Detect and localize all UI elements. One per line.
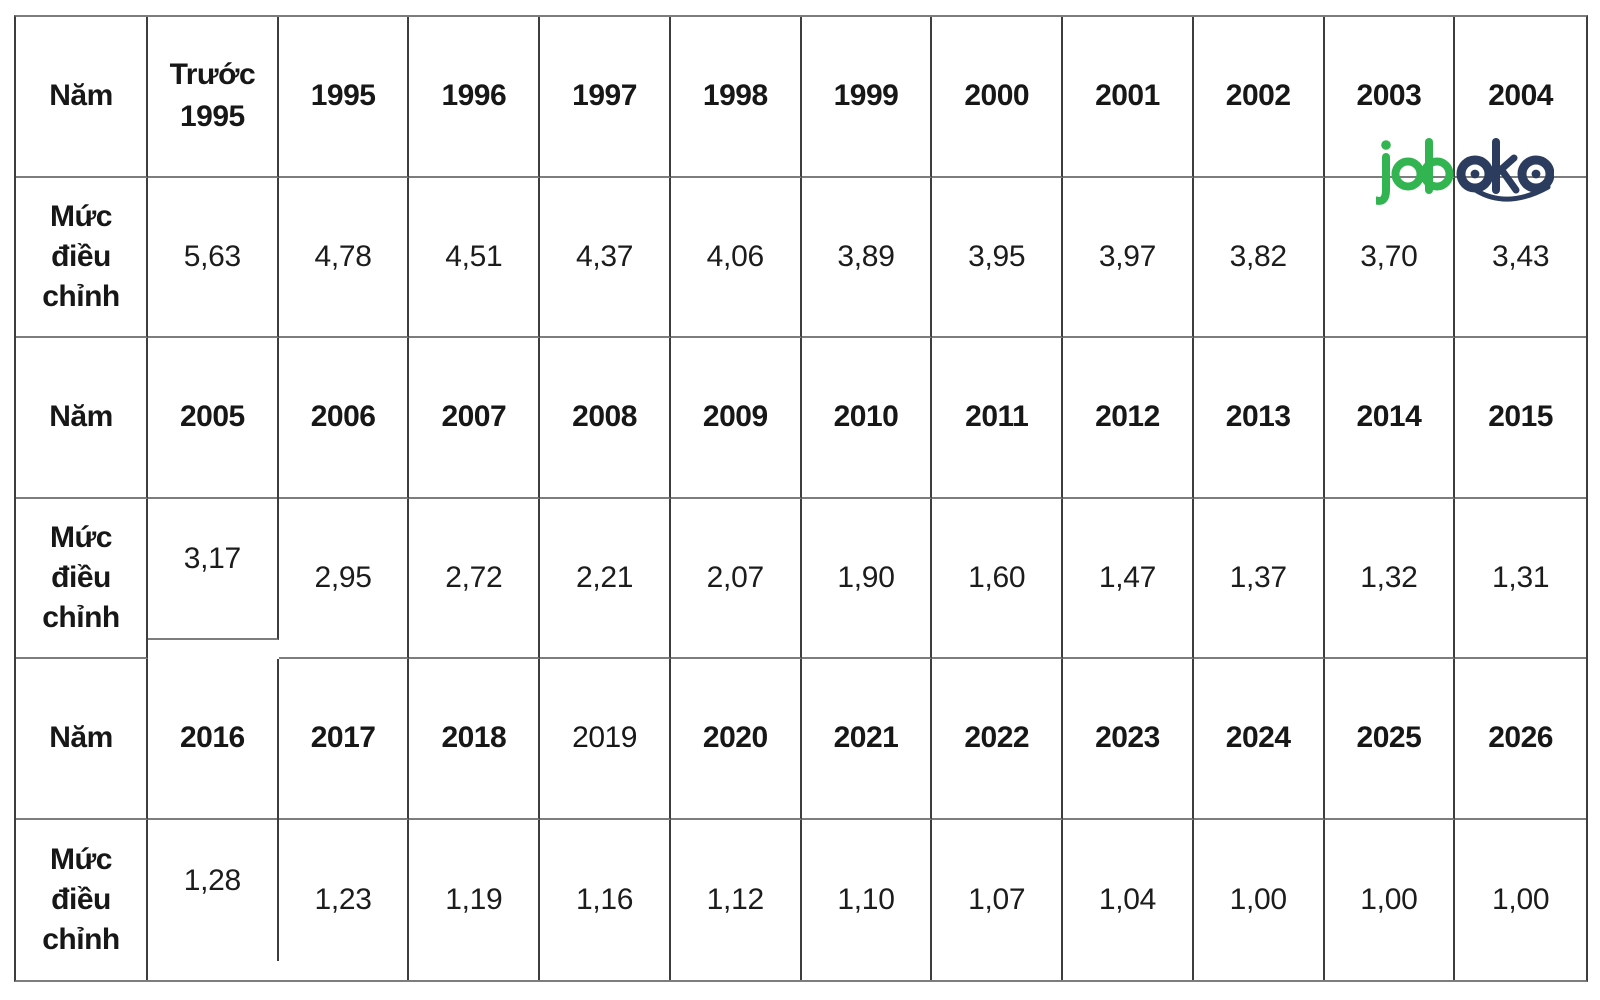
value-cell: 1,32 xyxy=(1324,498,1456,659)
j-dot xyxy=(1381,140,1391,150)
year-cell: 2025 xyxy=(1324,659,1456,820)
value-cell: 3,89 xyxy=(801,177,933,338)
value-cell: 1,07 xyxy=(932,819,1064,980)
value-cell: 3,17 xyxy=(148,479,279,640)
year-cell: 2024 xyxy=(1193,659,1325,820)
year-cell: 2002 xyxy=(1193,17,1325,178)
year-cell: Trước 1995 xyxy=(148,17,279,178)
o-eye-left xyxy=(1456,155,1494,193)
year-cell: 1998 xyxy=(670,17,802,178)
year-cell: 2001 xyxy=(1063,17,1194,178)
value-cell: 1,16 xyxy=(540,819,671,980)
o-eye-left-dot xyxy=(1470,169,1480,179)
value-cell: 4,37 xyxy=(540,177,671,338)
value-cell: 1,00 xyxy=(1492,882,1550,916)
year-cell: 2015 xyxy=(1455,338,1586,499)
row-label-adjustment-text: Mức điều chỉnh xyxy=(42,521,120,634)
value-cell: 1,60 xyxy=(932,498,1064,659)
b-bowl xyxy=(1420,157,1454,191)
year-cell: 2007 xyxy=(409,338,541,499)
value-cell: 3,97 xyxy=(1063,177,1194,338)
row-label-year-text: Năm xyxy=(49,400,113,434)
logo-text-oko xyxy=(1456,138,1554,202)
year-cell: 2022 xyxy=(932,659,1064,820)
value-cell: 4,06 xyxy=(670,177,802,338)
year-cell: 2009 xyxy=(670,338,802,499)
year-cell: 2017 xyxy=(278,659,410,820)
year-cell: 2020 xyxy=(670,659,802,820)
row-label-year: Năm xyxy=(16,338,148,499)
value-cell: 4,51 xyxy=(409,177,541,338)
row-label-adjustment-text: Mức điều chỉnh xyxy=(42,200,120,313)
value-cell: 2,07 xyxy=(670,498,802,659)
year-cell: 2018 xyxy=(409,659,541,820)
year-cell: 2000 xyxy=(932,17,1064,178)
value-cell: 1,90 xyxy=(801,498,933,659)
year-cell: 1996 xyxy=(409,17,541,178)
k-lower-arm xyxy=(1497,165,1520,194)
value-cell: 1,28 xyxy=(148,800,279,961)
value-cell: 1,04 xyxy=(1063,819,1194,980)
logo-text-job xyxy=(1376,138,1454,205)
value-cell: 3,70 xyxy=(1324,177,1456,338)
o-eye-right xyxy=(1517,155,1554,193)
row-label-year: Năm xyxy=(16,17,148,178)
o-green xyxy=(1391,157,1425,191)
value-cell: 1,37 xyxy=(1193,498,1325,659)
j-stem xyxy=(1376,153,1390,205)
smile-arc xyxy=(1474,184,1551,202)
year-cell: 2008 xyxy=(540,338,671,499)
joboko-logo xyxy=(1376,138,1554,205)
row-label-year-text: Năm xyxy=(49,721,113,755)
year-cell: 2006 xyxy=(278,338,410,499)
value-cell: 3,95 xyxy=(932,177,1064,338)
year-cell: 1999 xyxy=(801,17,933,178)
o-eye-right-dot xyxy=(1531,169,1541,179)
year-cell: 2014 xyxy=(1324,338,1456,499)
row-label-adjustment: Mức điều chỉnh xyxy=(16,177,148,338)
adjustment-table: Năm Trước 1995 1995 1996 1997 1998 1999 2000 200… xyxy=(14,15,1588,982)
year-cell: 1995 xyxy=(278,17,410,178)
year-cell: 1997 xyxy=(540,17,671,178)
year-cell: 2019 xyxy=(540,659,671,820)
value-cell: 1,12 xyxy=(671,819,802,980)
year-cell: 2011 xyxy=(932,338,1064,499)
year-cell: 2010 xyxy=(801,338,933,499)
row-label-adjustment-text: Mức điều chỉnh xyxy=(42,843,120,956)
row-label-adjustment: Mức điều chỉnh xyxy=(16,498,148,659)
value-cell: 4,78 xyxy=(278,177,410,338)
value-cell: 5,63 xyxy=(148,177,279,338)
value-cell: 2,72 xyxy=(409,498,541,659)
year-cell: 2013 xyxy=(1193,338,1325,499)
row-label-year-text: Năm xyxy=(49,79,113,113)
value-cell: 2,95 xyxy=(278,498,410,659)
value-cell: 3,82 xyxy=(1193,177,1325,338)
value-cell: 1,23 xyxy=(279,819,410,980)
year-cell: 2016 xyxy=(148,659,279,820)
value-cell: 2,21 xyxy=(540,498,671,659)
value-cell: 1,00 xyxy=(1194,819,1325,980)
year-cell: 2026 xyxy=(1455,659,1586,820)
value-cell: 1,47 xyxy=(1063,498,1194,659)
row-label-year: Năm xyxy=(16,659,148,820)
value-cell: 1,19 xyxy=(409,819,541,980)
value-cell: 1,10 xyxy=(802,819,933,980)
year-cell: 2023 xyxy=(1063,659,1194,820)
value-cell: 1,31 xyxy=(1455,499,1586,659)
year-cell: 2012 xyxy=(1063,338,1194,499)
value-cell: 1,00 xyxy=(1325,819,1456,980)
row-label-adjustment: Mức điều chỉnh xyxy=(16,819,148,980)
year-cell: 2005 xyxy=(148,338,279,499)
value-cell: 3,43 xyxy=(1455,178,1586,338)
year-cell: 2021 xyxy=(801,659,933,820)
